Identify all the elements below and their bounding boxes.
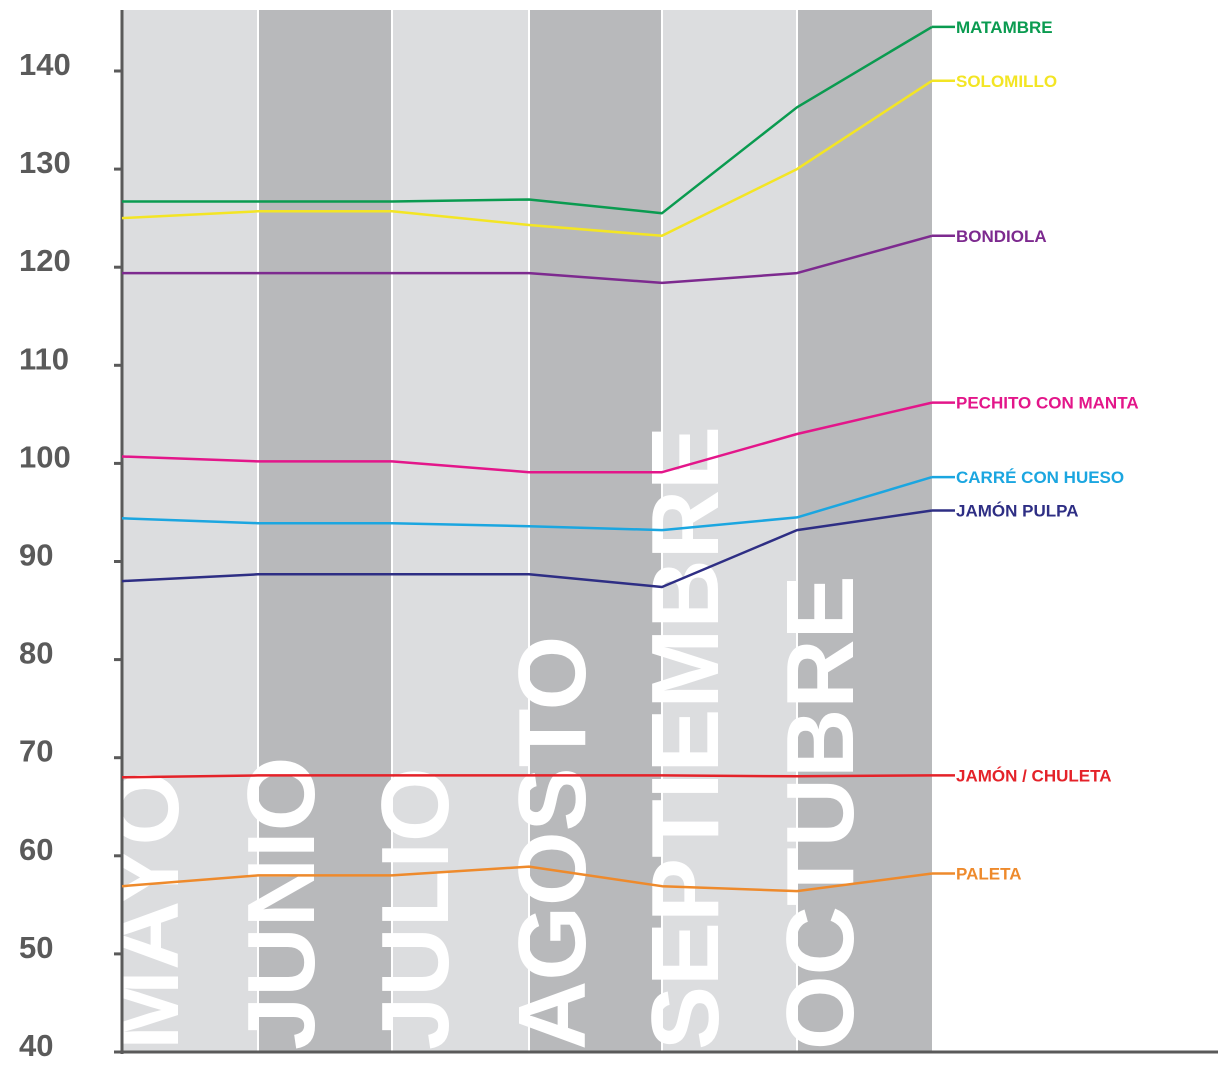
series-label-paleta: PALETA <box>956 864 1021 883</box>
month-label-mayo: MAYO <box>92 771 199 1050</box>
month-label-septiembre: SEPTIEMBRE <box>632 426 739 1050</box>
y-tick-label: 80 <box>19 636 53 671</box>
series-line-solomillo <box>121 79 933 238</box>
y-tick-label: 140 <box>19 47 71 82</box>
series-line-pechito-con-manta <box>121 401 933 474</box>
series-label-bondiola: BONDIOLA <box>956 227 1047 246</box>
y-tick-label: 70 <box>19 734 53 769</box>
series-label-jamón-pulpa: JAMÓN PULPA <box>956 501 1078 520</box>
y-tick-label: 130 <box>19 145 71 180</box>
month-labels: MAYO JUNIO JULIO AGOSTO SEPTIEMBRE OCTUBRE <box>92 426 874 1050</box>
y-tick-label: 90 <box>19 538 53 573</box>
month-label-julio: JULIO <box>362 767 469 1050</box>
series-label-solomillo: SOLOMILLO <box>956 72 1057 91</box>
series-label-jamón-chuleta: JAMÓN / CHULETA <box>956 766 1112 785</box>
month-label-octubre: OCTUBRE <box>767 575 874 1050</box>
band-julio <box>392 10 529 1052</box>
band-junio <box>258 10 392 1052</box>
series-line-jamón-chuleta <box>121 774 933 779</box>
series-lines <box>121 25 933 893</box>
series-labels: MATAMBRE SOLOMILLO BONDIOLA PECHITO CON MAN… <box>932 18 1139 883</box>
series-line-carré-con-hueso <box>121 475 933 532</box>
axes <box>120 10 1218 1054</box>
series-line-matambre <box>122 25 933 215</box>
band-octubre <box>797 10 932 1052</box>
band-agosto <box>529 10 662 1052</box>
y-tick-label: 50 <box>19 930 53 965</box>
series-label-carré-con-hueso: CARRÉ CON HUESO <box>956 468 1124 487</box>
y-tick-label: 40 <box>19 1028 53 1063</box>
y-tick-label: 110 <box>19 341 69 376</box>
y-tick-label: 100 <box>19 439 71 474</box>
y-axis-ticks: 40 50 60 70 80 90 100 110 120 130 140 <box>19 47 122 1063</box>
y-tick-label: 120 <box>19 243 71 278</box>
y-tick-label: 60 <box>19 832 53 867</box>
series-line-paleta <box>121 865 933 893</box>
month-label-junio: JUNIO <box>228 757 335 1050</box>
band-septiembre <box>662 10 797 1052</box>
series-label-pechito-con-manta: PECHITO CON MANTA <box>956 394 1139 413</box>
month-label-agosto: AGOSTO <box>499 636 606 1050</box>
series-label-matambre: MATAMBRE <box>956 18 1053 37</box>
series-line-bondiola <box>122 234 933 285</box>
month-bands <box>122 10 932 1052</box>
series-line-jamón-pulpa <box>121 509 933 589</box>
